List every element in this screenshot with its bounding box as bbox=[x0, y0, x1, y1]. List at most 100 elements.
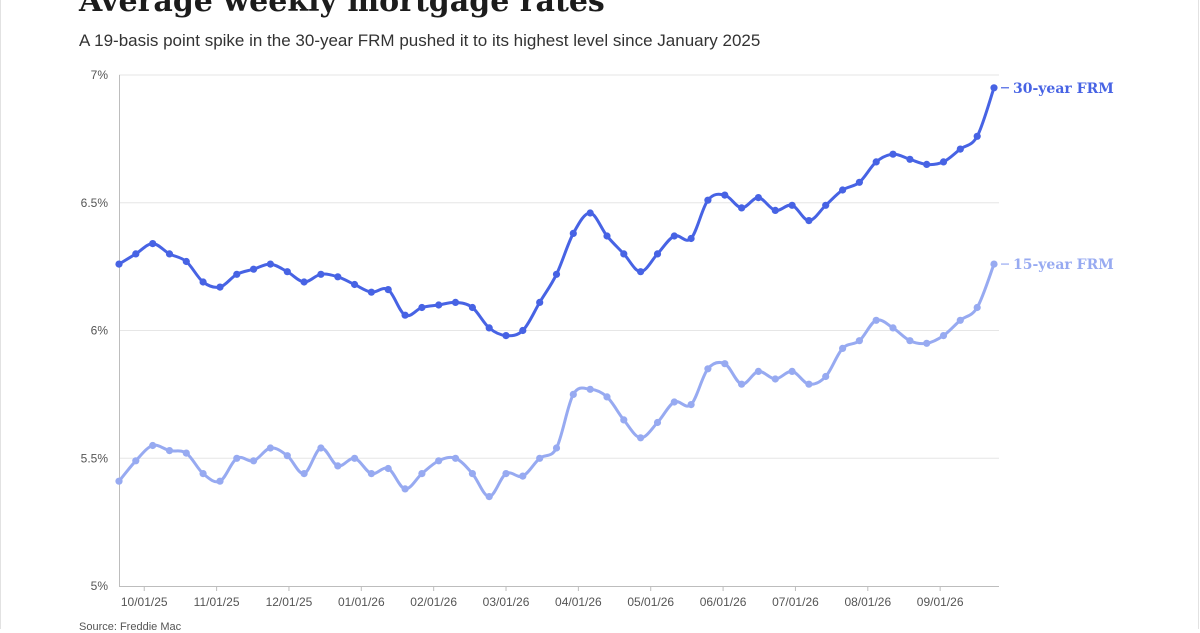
data-point bbox=[569, 390, 577, 398]
data-point bbox=[283, 452, 291, 460]
y-axis-tick-labels: 5% 5.5% 6% 6.5% 7% bbox=[81, 68, 109, 593]
data-point bbox=[266, 260, 274, 268]
series-label: 30-year FRM bbox=[1013, 81, 1114, 97]
data-point bbox=[822, 372, 830, 381]
data-point bbox=[536, 454, 544, 462]
data-point bbox=[485, 493, 493, 501]
data-point bbox=[401, 485, 409, 493]
data-point bbox=[266, 444, 274, 452]
data-point bbox=[670, 232, 678, 240]
x-tick-label: 03/01/26 bbox=[483, 595, 530, 609]
data-point bbox=[519, 472, 527, 480]
x-tick-label: 02/01/26 bbox=[410, 595, 457, 609]
data-point bbox=[586, 385, 594, 393]
y-tick-label: 5.5% bbox=[81, 451, 109, 465]
data-point bbox=[384, 286, 392, 294]
data-point bbox=[165, 447, 174, 455]
data-point bbox=[250, 265, 258, 273]
data-point bbox=[552, 270, 561, 278]
data-point bbox=[990, 84, 998, 92]
data-point bbox=[115, 260, 123, 268]
data-point bbox=[132, 250, 140, 258]
data-point bbox=[317, 270, 325, 278]
data-point bbox=[738, 380, 746, 388]
series-label: 15-year FRM bbox=[1013, 257, 1114, 273]
data-point bbox=[351, 454, 359, 462]
data-point bbox=[603, 393, 611, 401]
data-point bbox=[569, 229, 577, 237]
x-tick-label: 09/01/26 bbox=[917, 595, 964, 609]
data-point bbox=[771, 375, 779, 383]
data-point bbox=[334, 273, 342, 281]
x-tick-label: 01/01/26 bbox=[338, 595, 385, 609]
data-point bbox=[502, 470, 510, 478]
data-point bbox=[839, 344, 847, 352]
data-point bbox=[889, 150, 897, 158]
data-point bbox=[468, 470, 476, 478]
data-point bbox=[956, 145, 964, 153]
data-point bbox=[401, 311, 409, 319]
data-point bbox=[637, 268, 645, 276]
data-point bbox=[620, 250, 628, 258]
data-point bbox=[199, 470, 207, 478]
data-point bbox=[149, 441, 157, 450]
data-point bbox=[990, 260, 998, 268]
data-point bbox=[384, 464, 392, 473]
series-30-year bbox=[115, 84, 998, 340]
data-point bbox=[906, 155, 914, 163]
data-point bbox=[367, 470, 375, 478]
data-point bbox=[351, 280, 359, 289]
data-point bbox=[418, 470, 426, 478]
y-tick-label: 6% bbox=[91, 324, 109, 338]
data-point bbox=[687, 234, 695, 243]
y-tick-label: 7% bbox=[91, 68, 109, 82]
data-point bbox=[738, 204, 746, 212]
data-point bbox=[216, 477, 224, 485]
data-point bbox=[805, 217, 813, 225]
y-tick-label: 5% bbox=[91, 579, 109, 593]
data-point bbox=[233, 270, 241, 278]
x-tick-label: 10/01/25 bbox=[121, 595, 168, 609]
data-point bbox=[451, 298, 460, 306]
data-point bbox=[300, 278, 308, 286]
x-tick-label: 08/01/26 bbox=[844, 595, 891, 609]
data-point bbox=[149, 240, 157, 248]
data-point bbox=[250, 457, 258, 465]
series-lines bbox=[115, 84, 998, 501]
data-point bbox=[603, 232, 611, 240]
x-axis-tick-labels: 10/01/25 11/01/25 12/01/25 01/01/26 02/01/26… bbox=[121, 595, 964, 609]
data-point bbox=[721, 191, 729, 199]
data-point bbox=[704, 196, 712, 204]
data-point bbox=[367, 288, 375, 296]
source-note: Source: Freddie Mac bbox=[79, 621, 182, 633]
chart-title: Average weekly mortgage rates bbox=[79, 0, 605, 19]
data-point bbox=[165, 250, 174, 258]
data-point bbox=[334, 462, 342, 470]
data-point bbox=[283, 268, 291, 276]
data-point bbox=[300, 470, 308, 478]
data-point bbox=[906, 337, 914, 345]
data-point bbox=[435, 457, 443, 465]
data-point bbox=[704, 365, 712, 373]
data-point bbox=[822, 201, 830, 209]
data-point bbox=[855, 337, 864, 345]
data-point bbox=[552, 444, 561, 452]
data-point bbox=[771, 206, 779, 214]
data-point bbox=[485, 324, 493, 332]
data-point bbox=[872, 316, 880, 324]
y-tick-label: 6.5% bbox=[81, 196, 109, 210]
data-point bbox=[132, 457, 140, 465]
x-tick-label: 12/01/25 bbox=[266, 595, 313, 609]
data-point bbox=[519, 326, 527, 335]
x-tick-label: 07/01/26 bbox=[772, 595, 819, 609]
data-point bbox=[939, 158, 948, 166]
data-point bbox=[115, 477, 123, 485]
data-point bbox=[754, 367, 763, 375]
axes bbox=[119, 75, 999, 591]
data-point bbox=[199, 278, 207, 286]
data-point bbox=[670, 398, 678, 406]
data-point bbox=[653, 250, 662, 258]
x-tick-label: 11/01/25 bbox=[194, 595, 240, 609]
